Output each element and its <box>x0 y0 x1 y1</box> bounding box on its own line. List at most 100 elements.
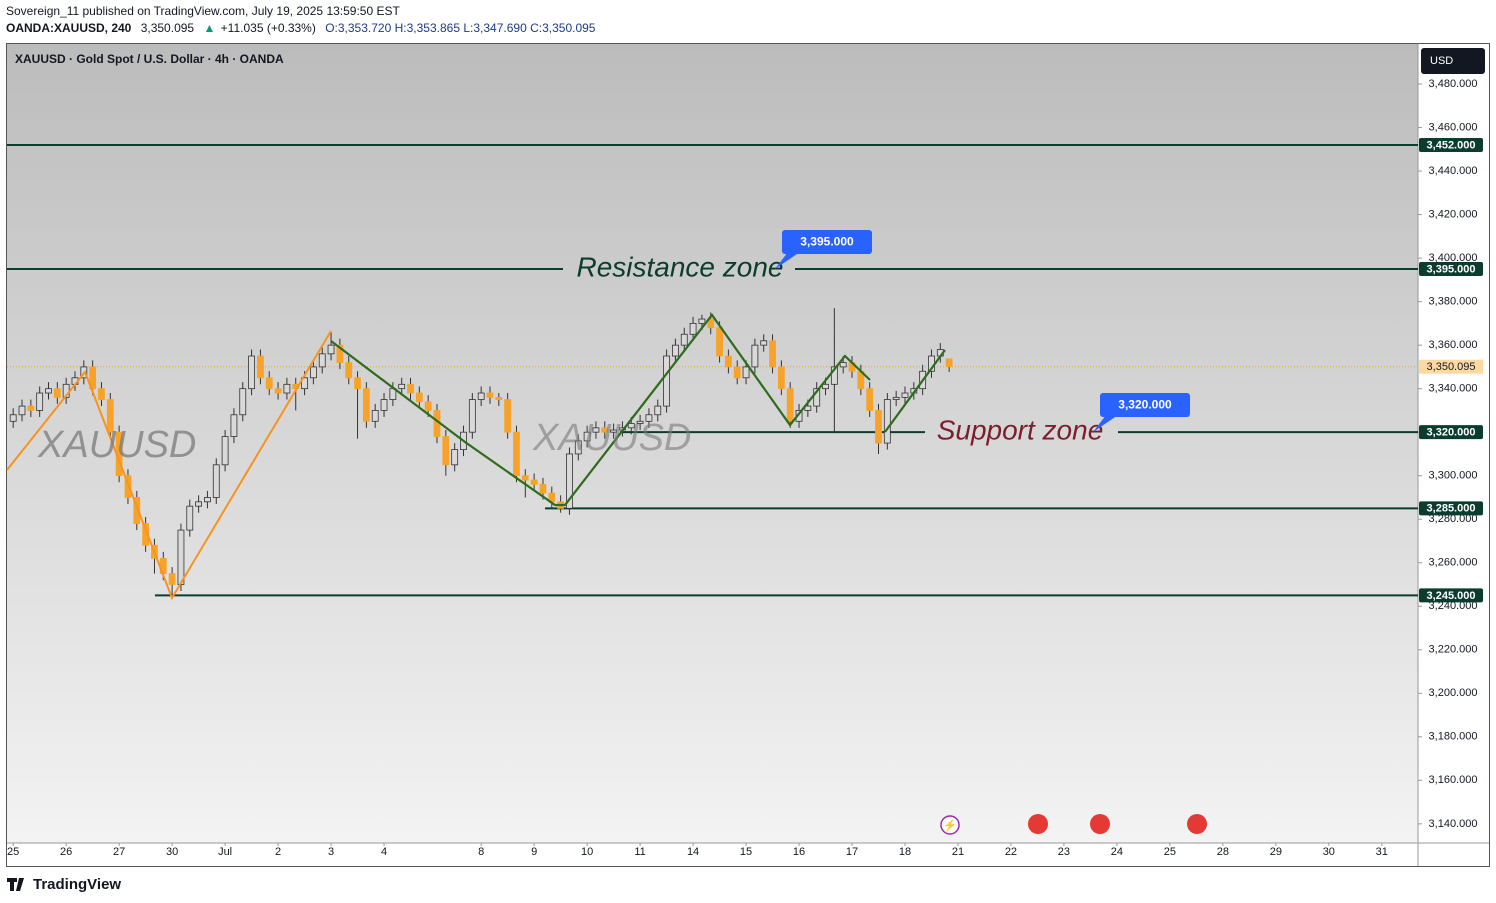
y-tick-label: 3,300.000 <box>1429 470 1478 482</box>
candle-body <box>883 399 891 444</box>
y-tick-label: 3,220.000 <box>1429 644 1478 656</box>
x-tick-label: 29 <box>1270 846 1282 858</box>
change: +11.035 (+0.33%) <box>221 21 316 35</box>
x-tick-label: 30 <box>1323 846 1335 858</box>
candle-body <box>9 414 17 422</box>
last-price-label: 3,350.095 <box>1427 361 1476 373</box>
candle-body <box>866 388 874 411</box>
candle-body <box>318 353 326 368</box>
x-tick-label: 15 <box>740 846 752 858</box>
candle-body <box>345 362 353 379</box>
currency: USD <box>1430 55 1453 67</box>
y-tick-label: 3,340.000 <box>1429 383 1478 395</box>
callout-box <box>1100 393 1190 417</box>
candle-body <box>839 362 847 368</box>
level-label-box <box>1419 588 1483 603</box>
level-label: 3,245.000 <box>1427 590 1476 602</box>
candle-body <box>566 453 573 509</box>
y-tick-label: 3,420.000 <box>1429 208 1478 220</box>
candle-body <box>168 573 176 585</box>
candle-body <box>707 318 715 329</box>
x-tick-label: 22 <box>1005 846 1017 858</box>
candle-body <box>504 399 512 433</box>
high: H:3,353.865 <box>395 21 461 35</box>
level-label: 3,320.000 <box>1427 427 1476 439</box>
candle-body <box>257 355 264 379</box>
level-label: 3,285.000 <box>1427 503 1476 515</box>
level-label: 3,395.000 <box>1427 263 1476 275</box>
candle-body <box>574 440 582 455</box>
candle-body <box>733 366 741 379</box>
callout-label: 3,320.000 <box>1118 398 1172 412</box>
candle-body <box>486 392 494 398</box>
x-tick-label: 4 <box>381 846 387 858</box>
zigzag-orange <box>6 330 332 601</box>
candle-body <box>124 475 132 498</box>
x-tick-label: Jul <box>218 846 232 858</box>
x-tick-label: 27 <box>113 846 125 858</box>
candle-body <box>407 383 414 394</box>
candle-body <box>204 497 211 503</box>
plot-area <box>7 44 1418 843</box>
zigzag-green-end <box>884 349 946 433</box>
x-tick-label: 18 <box>899 846 911 858</box>
x-tick-label: 26 <box>60 846 72 858</box>
candle-body <box>142 523 150 546</box>
callout-label: 3,395.000 <box>800 235 854 249</box>
candle-body <box>380 399 388 411</box>
x-tick-label: 11 <box>634 846 645 858</box>
candle-body <box>830 366 838 385</box>
x-tick-label: 25 <box>7 846 19 858</box>
candle-body <box>724 355 732 368</box>
x-tick-label: 16 <box>793 846 805 858</box>
close: C:3,350.095 <box>530 21 596 35</box>
symbol: OANDA:XAUUSD, 240 <box>6 21 132 35</box>
candle-body <box>945 358 953 368</box>
low: L:3,347.690 <box>463 21 527 35</box>
candle-body <box>513 431 520 477</box>
currency-badge[interactable] <box>1421 48 1485 74</box>
candle-body <box>354 377 361 390</box>
candle-body <box>760 340 768 346</box>
x-tick-label: 24 <box>1111 846 1123 858</box>
x-tick-label: 14 <box>687 846 699 858</box>
candle-body <box>336 344 344 363</box>
candle-body <box>875 410 882 444</box>
x-tick-label: 31 <box>1376 846 1388 858</box>
x-tick-label: 3 <box>328 846 334 858</box>
x-tick-label: 23 <box>1058 846 1070 858</box>
drawings <box>7 143 1418 597</box>
candle-body <box>680 333 688 346</box>
candle-body <box>415 392 423 403</box>
x-tick-label: 8 <box>478 846 484 858</box>
candle-body <box>36 392 44 411</box>
x-tick-label: 17 <box>846 846 858 858</box>
candle-body <box>663 355 670 407</box>
svg-text:⚡: ⚡ <box>943 819 957 832</box>
candle-body <box>592 427 600 433</box>
quote-line: OANDA:XAUUSD, 240 3,350.095 ▲ +11.035 (+… <box>6 21 596 35</box>
callout-pointer <box>1093 415 1118 433</box>
candle-body <box>362 388 370 422</box>
candle-body <box>239 388 247 416</box>
chart-frame <box>6 43 1490 867</box>
candle-body <box>371 410 379 422</box>
candle-body <box>804 405 812 411</box>
candle-body <box>672 344 679 357</box>
y-tick-label: 3,140.000 <box>1429 818 1478 830</box>
y-tick-label: 3,360.000 <box>1429 339 1478 351</box>
last-price-box <box>1419 359 1483 374</box>
candle-body <box>627 423 635 429</box>
event-icons: ⚡ <box>940 814 1207 835</box>
candle-body <box>901 392 909 398</box>
candle-body <box>221 436 229 466</box>
candle-body <box>583 431 591 442</box>
candle-body <box>133 497 141 524</box>
candle-body <box>451 449 459 466</box>
y-tick-label: 3,200.000 <box>1429 687 1478 699</box>
candle-body <box>822 383 829 390</box>
candle-body <box>892 396 900 400</box>
candle-body <box>742 366 750 379</box>
candle-body <box>212 464 220 498</box>
